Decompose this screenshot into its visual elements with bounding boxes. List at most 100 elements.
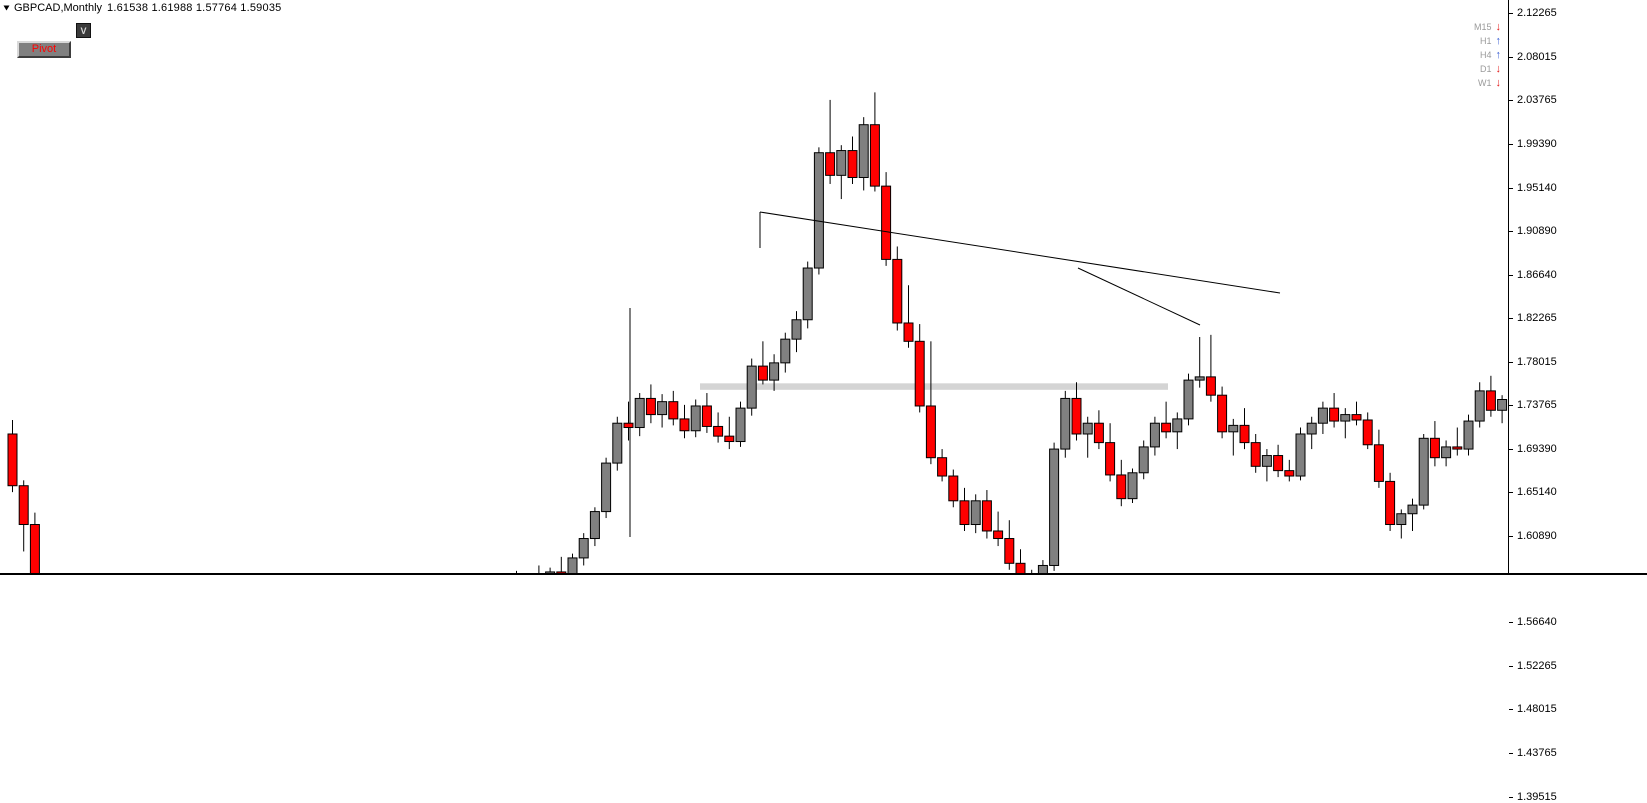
candle-body-bullish bbox=[1149, 422, 1160, 448]
candle bbox=[545, 567, 556, 573]
candle bbox=[1418, 433, 1429, 510]
candle bbox=[970, 494, 981, 534]
candle bbox=[1205, 334, 1216, 402]
candle-body-bearish bbox=[1329, 407, 1340, 422]
candle-body-bullish bbox=[1060, 397, 1071, 450]
candle bbox=[657, 394, 668, 428]
axis-tick-label: 1.39515 bbox=[1517, 791, 1557, 803]
candle-body-bullish bbox=[1474, 390, 1485, 422]
candle-body-bearish bbox=[724, 435, 735, 443]
tick-dash-icon bbox=[1509, 491, 1513, 493]
candle-body-bullish bbox=[1396, 513, 1407, 526]
candle-body-bullish bbox=[1127, 472, 1138, 500]
candle bbox=[1441, 440, 1452, 467]
candle-body-bearish bbox=[1429, 437, 1440, 459]
candle-body-bullish bbox=[1049, 448, 1060, 566]
candle-body-bullish bbox=[813, 152, 824, 269]
candle bbox=[993, 511, 1004, 547]
timeframe-label: H1 bbox=[1479, 36, 1492, 46]
axis-tick: 1.48015 bbox=[1509, 703, 1557, 715]
timeframe-row-h1: H1 ↑ bbox=[1480, 36, 1501, 47]
candle bbox=[1183, 373, 1194, 426]
candle bbox=[1284, 459, 1295, 482]
candle-body-bullish bbox=[1183, 379, 1194, 420]
candle bbox=[1093, 410, 1104, 450]
candle-body-bearish bbox=[1485, 390, 1496, 411]
axis-tick: 1.56640 bbox=[1509, 616, 1557, 628]
candle-body-bullish bbox=[769, 362, 780, 381]
candle-body-bullish bbox=[858, 124, 869, 179]
candle bbox=[1340, 408, 1351, 439]
candle bbox=[892, 246, 903, 331]
candle-body-bullish bbox=[601, 462, 612, 513]
candle-body-bullish bbox=[802, 267, 813, 321]
candle bbox=[981, 490, 992, 539]
candle bbox=[1351, 401, 1362, 426]
candle-body-bearish bbox=[1385, 480, 1396, 526]
candle bbox=[1217, 386, 1228, 439]
candle-body-bullish bbox=[780, 338, 791, 364]
candle-body-bearish bbox=[1452, 446, 1463, 450]
pivot-button[interactable]: Pivot bbox=[17, 41, 71, 58]
candle bbox=[1037, 560, 1048, 573]
axis-tick: 1.65140 bbox=[1509, 486, 1557, 498]
axis-tick: 2.03765 bbox=[1509, 94, 1557, 106]
candle-body-bullish bbox=[1228, 424, 1239, 433]
candle-body-bullish bbox=[1194, 376, 1205, 381]
pivot-button-label: Pivot bbox=[31, 43, 57, 55]
candle bbox=[1149, 416, 1160, 456]
candle-body-bullish bbox=[1340, 414, 1351, 422]
candle-body-bearish bbox=[948, 475, 959, 502]
candle-body-bearish bbox=[1373, 444, 1384, 482]
candle bbox=[29, 512, 40, 573]
candle bbox=[1273, 444, 1284, 478]
candle-body-bearish bbox=[1273, 455, 1284, 472]
triangle-down-icon[interactable] bbox=[3, 5, 10, 11]
axis-tick-label: 2.08015 bbox=[1517, 51, 1557, 63]
candle-body-bullish bbox=[791, 319, 802, 340]
candle-body-bullish bbox=[970, 500, 981, 526]
axis-tick: 1.69390 bbox=[1509, 443, 1557, 455]
price-plot-area[interactable] bbox=[0, 16, 1508, 573]
candle-body-bearish bbox=[869, 124, 880, 187]
candle bbox=[1261, 449, 1272, 482]
tick-dash-icon bbox=[1509, 12, 1513, 14]
tick-dash-icon bbox=[1509, 535, 1513, 537]
axis-tick: 1.39515 bbox=[1509, 791, 1557, 803]
candle-body-bullish bbox=[657, 401, 668, 416]
candle bbox=[1127, 468, 1138, 503]
candle-body-bearish bbox=[668, 401, 679, 420]
candle bbox=[1463, 414, 1474, 456]
price-axis[interactable]: 2.12265 2.08015 2.03765 1.99390 1.95140 1.908… bbox=[1508, 0, 1647, 803]
axis-tick-label: 1.69390 bbox=[1517, 443, 1557, 455]
candle bbox=[623, 401, 634, 441]
candlestick-svg bbox=[7, 92, 1508, 573]
candle bbox=[757, 341, 768, 385]
axis-tick: 1.73765 bbox=[1509, 399, 1557, 411]
axis-tick-label: 1.78015 bbox=[1517, 356, 1557, 368]
tick-dash-icon bbox=[1509, 708, 1513, 710]
candle bbox=[612, 416, 623, 471]
candle bbox=[791, 311, 802, 353]
candle-body-bearish bbox=[713, 425, 724, 437]
axis-tick: 1.95140 bbox=[1509, 182, 1557, 194]
candle-body-bearish bbox=[892, 258, 903, 324]
candle bbox=[1407, 498, 1418, 531]
tick-dash-icon bbox=[1509, 448, 1513, 450]
candle-body-bearish bbox=[847, 150, 858, 179]
candle bbox=[1015, 549, 1026, 573]
upper-descending-trendline bbox=[759, 211, 1281, 294]
candle-body-bullish bbox=[1295, 433, 1306, 477]
candle bbox=[1105, 423, 1116, 482]
candle bbox=[7, 419, 18, 493]
axis-tick: 1.82265 bbox=[1509, 312, 1557, 324]
candle-body-bullish bbox=[545, 571, 556, 573]
timeframe-sentiment-panel: M15 ↓ H1 ↑ H4 ↑ D1 ↓ W1 ↓ bbox=[1474, 22, 1501, 89]
resistance-zone-mid bbox=[700, 383, 1168, 390]
dropdown-toggle-button[interactable]: V bbox=[76, 23, 91, 38]
candle bbox=[679, 404, 690, 439]
candle-body-bearish bbox=[981, 500, 992, 532]
timeframe-label: M15 bbox=[1473, 22, 1492, 32]
candle bbox=[516, 570, 517, 573]
candle bbox=[668, 390, 679, 426]
